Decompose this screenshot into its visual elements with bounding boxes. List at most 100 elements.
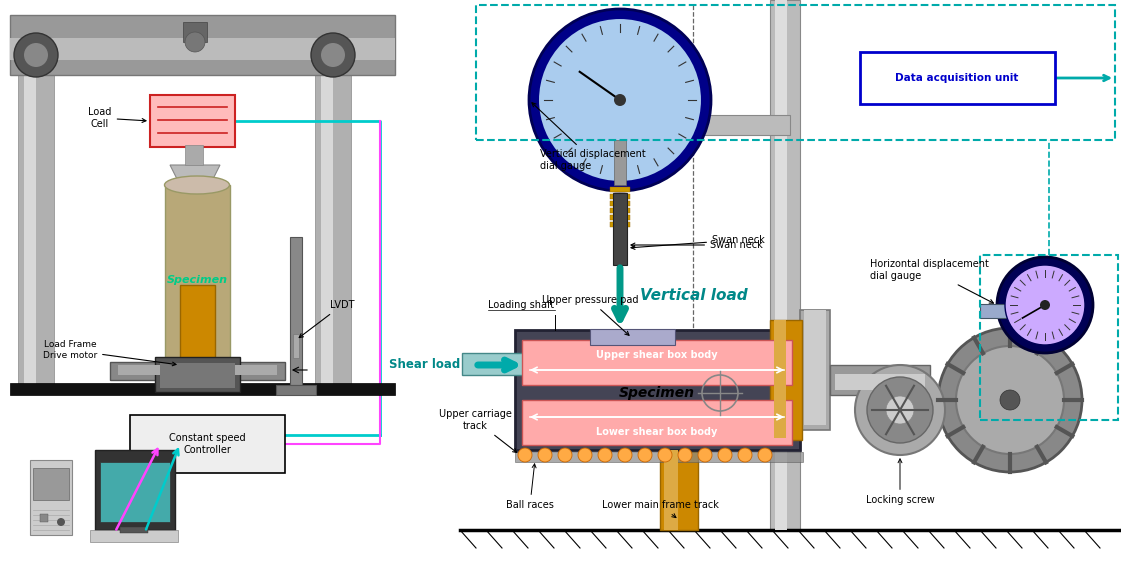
- Bar: [610, 187, 630, 192]
- Bar: [515, 452, 803, 462]
- Bar: [95, 450, 175, 530]
- Circle shape: [1040, 300, 1050, 310]
- Bar: [522, 340, 793, 385]
- Circle shape: [1000, 390, 1020, 410]
- Circle shape: [518, 448, 532, 462]
- Text: Swan neck: Swan neck: [631, 235, 765, 250]
- Circle shape: [886, 396, 914, 424]
- Bar: [160, 363, 235, 388]
- Text: Swan neck: Swan neck: [631, 240, 762, 250]
- Bar: [800, 310, 830, 430]
- Bar: [321, 42, 333, 390]
- Circle shape: [698, 448, 712, 462]
- Text: Data acquisition unit: Data acquisition unit: [896, 73, 1019, 83]
- Bar: [590, 329, 675, 345]
- Circle shape: [638, 448, 652, 462]
- Circle shape: [597, 448, 612, 462]
- Bar: [155, 357, 240, 392]
- Circle shape: [618, 448, 632, 462]
- Bar: [315, 42, 351, 390]
- Bar: [30, 460, 72, 535]
- Bar: [660, 450, 698, 530]
- Circle shape: [578, 448, 592, 462]
- Bar: [10, 38, 395, 60]
- Bar: [860, 52, 1055, 104]
- Bar: [150, 95, 235, 147]
- Circle shape: [311, 33, 355, 77]
- Text: Loading shaft: Loading shaft: [488, 300, 554, 310]
- Bar: [830, 365, 930, 395]
- Bar: [33, 468, 70, 500]
- Bar: [610, 201, 630, 206]
- Bar: [100, 462, 170, 522]
- Text: Ball races: Ball races: [506, 464, 554, 510]
- Text: Lower shear box body: Lower shear box body: [596, 427, 717, 437]
- Bar: [980, 304, 1045, 318]
- Bar: [610, 222, 630, 227]
- Bar: [118, 365, 277, 375]
- Bar: [590, 115, 790, 135]
- Text: Vertical displacement
dial gauge: Vertical displacement dial gauge: [532, 103, 646, 171]
- Circle shape: [558, 448, 572, 462]
- Circle shape: [185, 32, 205, 52]
- Bar: [185, 145, 203, 165]
- Bar: [614, 140, 626, 185]
- Bar: [180, 285, 215, 370]
- Bar: [770, 320, 802, 440]
- Circle shape: [13, 33, 58, 77]
- Bar: [110, 362, 285, 380]
- Text: Upper shear box body: Upper shear box body: [596, 350, 717, 360]
- Circle shape: [867, 377, 933, 443]
- Circle shape: [57, 518, 65, 526]
- Circle shape: [24, 43, 48, 67]
- Text: Lower main frame track: Lower main frame track: [602, 500, 719, 518]
- Circle shape: [614, 94, 626, 106]
- Bar: [10, 15, 395, 75]
- Bar: [183, 22, 207, 42]
- Circle shape: [321, 43, 345, 67]
- Bar: [835, 374, 925, 390]
- Text: Horizontal displacement
dial gauge: Horizontal displacement dial gauge: [870, 259, 993, 303]
- Bar: [610, 215, 630, 220]
- Circle shape: [658, 448, 671, 462]
- Circle shape: [529, 9, 711, 191]
- Bar: [120, 527, 148, 533]
- Bar: [522, 400, 793, 445]
- Bar: [462, 353, 524, 375]
- Bar: [804, 310, 826, 425]
- Bar: [40, 514, 48, 522]
- Text: Upper pressure pad: Upper pressure pad: [541, 295, 638, 336]
- Bar: [276, 385, 316, 395]
- Circle shape: [717, 448, 732, 462]
- Bar: [980, 255, 1118, 420]
- Text: Shear load: Shear load: [389, 359, 460, 371]
- Bar: [664, 450, 678, 530]
- Bar: [130, 415, 285, 473]
- Bar: [290, 237, 302, 385]
- Text: Upper carriage
track: Upper carriage track: [438, 409, 517, 452]
- Bar: [773, 320, 786, 438]
- Text: Specimen: Specimen: [619, 386, 695, 400]
- Text: Locking screw: Locking screw: [865, 459, 935, 505]
- Circle shape: [538, 18, 702, 182]
- Text: Load Frame
Drive motor: Load Frame Drive motor: [43, 341, 176, 366]
- Bar: [515, 330, 800, 450]
- Bar: [18, 42, 54, 390]
- Circle shape: [938, 328, 1082, 472]
- Polygon shape: [170, 165, 220, 185]
- Circle shape: [758, 448, 772, 462]
- Bar: [610, 194, 630, 199]
- Bar: [24, 42, 36, 390]
- Bar: [613, 193, 627, 265]
- Text: Constant speed
Controller: Constant speed Controller: [168, 433, 245, 455]
- Circle shape: [538, 448, 552, 462]
- Ellipse shape: [165, 176, 230, 194]
- Bar: [10, 383, 395, 395]
- Bar: [476, 5, 1115, 140]
- Circle shape: [956, 346, 1064, 454]
- Circle shape: [738, 448, 752, 462]
- Circle shape: [997, 257, 1093, 353]
- Bar: [293, 334, 299, 358]
- Text: LVDT: LVDT: [299, 300, 354, 338]
- Bar: [90, 530, 178, 542]
